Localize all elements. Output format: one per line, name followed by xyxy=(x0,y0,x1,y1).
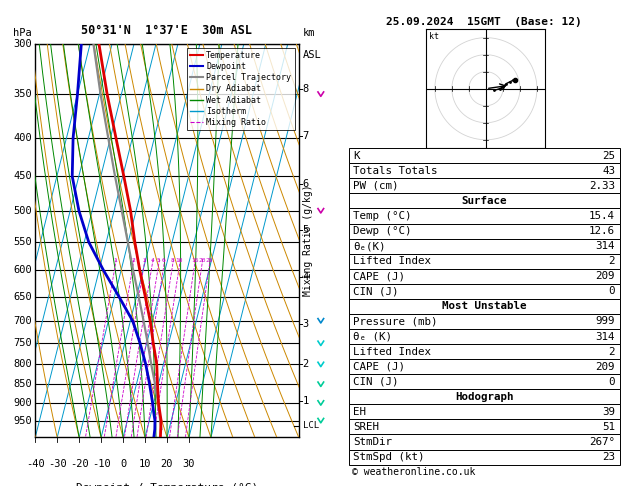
Text: 43: 43 xyxy=(602,166,615,176)
Text: hPa: hPa xyxy=(13,28,32,38)
Text: LCL: LCL xyxy=(303,421,319,430)
Text: 20: 20 xyxy=(161,459,173,469)
Text: 25: 25 xyxy=(602,151,615,161)
Text: CIN (J): CIN (J) xyxy=(353,286,399,296)
Text: Pressure (mb): Pressure (mb) xyxy=(353,316,438,327)
Text: km: km xyxy=(303,28,315,38)
Text: 10: 10 xyxy=(139,459,152,469)
Text: Totals Totals: Totals Totals xyxy=(353,166,438,176)
Text: 650: 650 xyxy=(13,292,32,301)
Text: Hodograph: Hodograph xyxy=(455,392,514,402)
Text: 23: 23 xyxy=(602,452,615,462)
Text: 8: 8 xyxy=(170,258,174,263)
Text: 400: 400 xyxy=(13,133,32,143)
Text: 300: 300 xyxy=(13,39,32,49)
Text: 314: 314 xyxy=(596,331,615,342)
Text: 999: 999 xyxy=(596,316,615,327)
Text: ASL: ASL xyxy=(303,50,321,60)
Text: 5: 5 xyxy=(303,226,309,235)
Text: 5: 5 xyxy=(157,258,160,263)
Text: -30: -30 xyxy=(48,459,67,469)
Legend: Temperature, Dewpoint, Parcel Trajectory, Dry Adiabat, Wet Adiabat, Isotherm, Mi: Temperature, Dewpoint, Parcel Trajectory… xyxy=(187,48,294,130)
Text: θₑ (K): θₑ (K) xyxy=(353,331,392,342)
Text: 6: 6 xyxy=(162,258,166,263)
Text: 500: 500 xyxy=(13,206,32,216)
Text: -20: -20 xyxy=(70,459,89,469)
Text: 10: 10 xyxy=(175,258,183,263)
Text: kt: kt xyxy=(429,32,439,40)
Text: 700: 700 xyxy=(13,316,32,326)
Text: © weatheronline.co.uk: © weatheronline.co.uk xyxy=(352,467,476,477)
Text: 1: 1 xyxy=(303,397,309,406)
Text: 2: 2 xyxy=(609,256,615,266)
Text: 4: 4 xyxy=(303,272,309,282)
Text: 15.4: 15.4 xyxy=(589,211,615,221)
Text: 0: 0 xyxy=(609,377,615,387)
Text: 30: 30 xyxy=(182,459,195,469)
Text: EH: EH xyxy=(353,407,367,417)
Text: 39: 39 xyxy=(602,407,615,417)
Text: 3: 3 xyxy=(142,258,146,263)
Text: 2: 2 xyxy=(303,360,309,369)
Text: 2: 2 xyxy=(609,347,615,357)
Text: 267°: 267° xyxy=(589,437,615,447)
Text: θₑ(K): θₑ(K) xyxy=(353,241,386,251)
Text: CAPE (J): CAPE (J) xyxy=(353,362,406,372)
Text: 2.33: 2.33 xyxy=(589,181,615,191)
Text: 750: 750 xyxy=(13,338,32,348)
Text: PW (cm): PW (cm) xyxy=(353,181,399,191)
Text: 7: 7 xyxy=(303,131,309,141)
Text: 0: 0 xyxy=(120,459,126,469)
Text: 600: 600 xyxy=(13,265,32,276)
Text: Dewp (°C): Dewp (°C) xyxy=(353,226,412,236)
Text: 50°31'N  1°37'E  30m ASL: 50°31'N 1°37'E 30m ASL xyxy=(82,24,252,36)
Text: 209: 209 xyxy=(596,362,615,372)
Text: CAPE (J): CAPE (J) xyxy=(353,271,406,281)
Text: StmSpd (kt): StmSpd (kt) xyxy=(353,452,425,462)
Text: 2: 2 xyxy=(131,258,135,263)
Text: 25.09.2024  15GMT  (Base: 12): 25.09.2024 15GMT (Base: 12) xyxy=(386,17,582,27)
Text: StmDir: StmDir xyxy=(353,437,392,447)
Text: -10: -10 xyxy=(92,459,111,469)
Text: 350: 350 xyxy=(13,89,32,99)
Text: 8: 8 xyxy=(303,85,309,94)
Text: 1: 1 xyxy=(113,258,117,263)
Text: 850: 850 xyxy=(13,379,32,389)
Text: -40: -40 xyxy=(26,459,45,469)
Text: 4: 4 xyxy=(150,258,154,263)
Text: 25: 25 xyxy=(206,258,213,263)
Text: 16: 16 xyxy=(191,258,198,263)
Text: Lifted Index: Lifted Index xyxy=(353,347,431,357)
Text: 209: 209 xyxy=(596,271,615,281)
Text: Most Unstable: Most Unstable xyxy=(442,301,526,312)
Text: 800: 800 xyxy=(13,360,32,369)
Text: 3: 3 xyxy=(303,318,309,329)
Text: 550: 550 xyxy=(13,237,32,247)
Text: K: K xyxy=(353,151,360,161)
Text: 450: 450 xyxy=(13,171,32,181)
Text: 12.6: 12.6 xyxy=(589,226,615,236)
Text: 51: 51 xyxy=(602,422,615,432)
Text: 20: 20 xyxy=(198,258,206,263)
Text: Lifted Index: Lifted Index xyxy=(353,256,431,266)
Text: SREH: SREH xyxy=(353,422,379,432)
Text: Temp (°C): Temp (°C) xyxy=(353,211,412,221)
Text: Surface: Surface xyxy=(462,196,507,206)
Text: 314: 314 xyxy=(596,241,615,251)
Text: Dewpoint / Temperature (°C): Dewpoint / Temperature (°C) xyxy=(76,483,258,486)
Text: 950: 950 xyxy=(13,416,32,426)
Text: 0: 0 xyxy=(609,286,615,296)
Text: Mixing Ratio (g/kg): Mixing Ratio (g/kg) xyxy=(303,185,313,296)
Text: 900: 900 xyxy=(13,398,32,408)
Text: CIN (J): CIN (J) xyxy=(353,377,399,387)
Text: 6: 6 xyxy=(303,178,309,189)
